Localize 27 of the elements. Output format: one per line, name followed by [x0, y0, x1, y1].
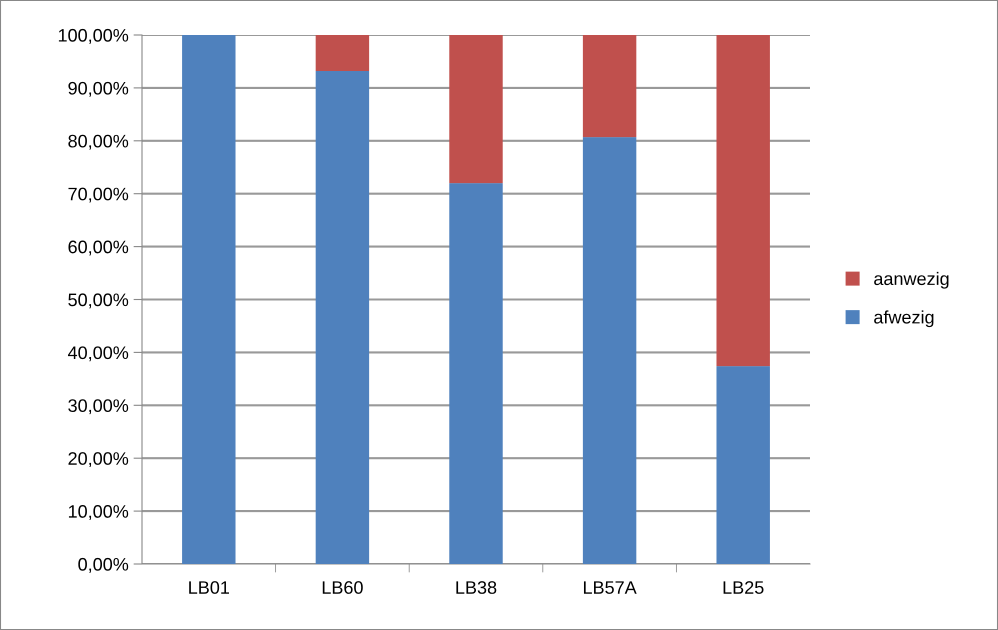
bar [582, 35, 636, 138]
x-tick-label: LB01 [189, 581, 230, 594]
y-tick-label: 60,00% [68, 240, 128, 256]
x-tick-label: LB57A [584, 581, 637, 594]
y-tick-label: 10,00% [68, 505, 128, 520]
y-tick-label: 50,00% [68, 293, 128, 308]
bar [182, 35, 236, 564]
legend-label: aanwezig [874, 272, 948, 289]
bar [716, 35, 770, 366]
x-tick-label: LB38 [456, 581, 496, 594]
legend-label: afwezig [874, 310, 934, 328]
y-tick-label: 30,00% [68, 399, 128, 414]
bar [316, 70, 370, 564]
bar [449, 35, 503, 184]
y-tick-label: 70,00% [68, 188, 128, 203]
x-tick-label: LB60 [322, 581, 363, 594]
x-tick-label: LB25 [724, 581, 764, 594]
y-tick-label: 90,00% [68, 82, 128, 97]
bar [449, 183, 503, 564]
bar [716, 366, 770, 564]
y-tick-label: 100,00% [58, 28, 128, 44]
bar [316, 35, 370, 71]
bar [582, 137, 636, 564]
y-tick-label: 0,00% [78, 558, 128, 573]
y-tick-label: 80,00% [68, 134, 128, 150]
y-tick-label: 20,00% [68, 452, 128, 468]
y-tick-label: 40,00% [68, 346, 128, 362]
